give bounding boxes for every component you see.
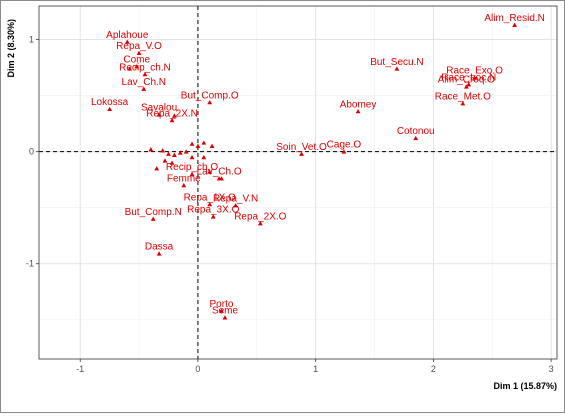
data-point bbox=[169, 160, 175, 165]
data-point bbox=[171, 113, 177, 118]
point-label: Repa_2X.O bbox=[234, 211, 286, 222]
data-point bbox=[207, 201, 213, 207]
point-label: Dassa bbox=[145, 242, 174, 253]
data-point bbox=[181, 182, 187, 188]
data-point bbox=[134, 64, 140, 69]
point-label: Lav_Ch.O bbox=[197, 167, 242, 178]
reference-lines bbox=[39, 6, 557, 359]
data-point bbox=[189, 154, 195, 160]
data-point bbox=[166, 151, 171, 156]
point-label: Alim_Croq.O bbox=[438, 75, 495, 86]
data-point bbox=[124, 39, 130, 44]
data-point bbox=[156, 112, 162, 117]
point-label: Lav_Ch.N bbox=[122, 77, 166, 88]
point-label: Recip_ch.O bbox=[166, 162, 218, 173]
data-point bbox=[189, 141, 195, 146]
grid bbox=[39, 6, 557, 359]
data-point bbox=[154, 166, 160, 171]
point-label: Lokossa bbox=[91, 97, 129, 108]
point-label: Race_Loc.N bbox=[441, 72, 496, 83]
data-point bbox=[222, 315, 228, 320]
point-label: Savalou bbox=[141, 103, 177, 114]
data-point bbox=[150, 216, 156, 221]
data-point bbox=[136, 50, 142, 55]
point-label: Alim_Resid.N bbox=[484, 13, 545, 24]
point-label: Race_Exo.O bbox=[446, 66, 503, 77]
x-tick-label: 0 bbox=[195, 364, 200, 374]
point-label: Race_Met.O bbox=[435, 91, 491, 102]
data-point bbox=[209, 143, 215, 148]
point-label: Seme bbox=[212, 306, 239, 317]
axis-ticks: -1 0 1 2 3 -1 0 1 bbox=[26, 35, 554, 374]
point-label: Recip_ch.N bbox=[119, 62, 171, 73]
plot-panel-border bbox=[38, 5, 558, 360]
data-point bbox=[171, 152, 177, 157]
point-label: Come bbox=[123, 55, 150, 66]
y-axis-label: Dim 2 (8.30%) bbox=[6, 19, 16, 78]
point-label: Repa_3X.O bbox=[187, 205, 239, 216]
data-point bbox=[201, 154, 207, 160]
data-point bbox=[127, 66, 133, 71]
x-tick-label: -1 bbox=[76, 364, 84, 374]
x-tick-label: 1 bbox=[313, 364, 318, 374]
data-point bbox=[156, 251, 162, 256]
data-point bbox=[183, 149, 189, 154]
point-label: Femme bbox=[167, 173, 201, 184]
data-point bbox=[466, 82, 472, 87]
point-label: Aplahoue bbox=[106, 30, 149, 41]
data-point bbox=[201, 140, 207, 145]
data-point bbox=[189, 171, 195, 177]
y-tick-label: 0 bbox=[29, 147, 34, 157]
data-point bbox=[210, 214, 216, 219]
data-point bbox=[148, 147, 154, 152]
data-point bbox=[299, 151, 304, 156]
point-label: Repa_2X.N bbox=[146, 108, 198, 119]
data-point bbox=[233, 203, 239, 208]
data-point bbox=[207, 99, 213, 105]
data-point bbox=[394, 66, 400, 71]
point-label: But_Secu.N bbox=[370, 57, 423, 68]
point-label: But_Comp.O bbox=[181, 90, 239, 101]
data-point bbox=[355, 108, 361, 114]
point-label: Porto bbox=[210, 299, 234, 310]
point-label: Repa_1X.O bbox=[184, 192, 236, 203]
data-point bbox=[141, 86, 147, 91]
point-label: Abomey bbox=[340, 99, 377, 110]
data-point bbox=[413, 135, 419, 141]
data-point bbox=[195, 143, 201, 148]
point-label: But_Comp.N bbox=[125, 207, 182, 218]
data-point bbox=[162, 158, 168, 163]
data-point bbox=[177, 150, 183, 155]
point-label: Cage.O bbox=[327, 140, 362, 151]
data-point bbox=[460, 101, 466, 106]
point-label: Repa_V.O bbox=[116, 41, 162, 52]
y-tick-label: -1 bbox=[26, 259, 34, 269]
x-axis-label: Dim 1 (15.87%) bbox=[493, 381, 557, 391]
data-point bbox=[472, 75, 477, 80]
data-point bbox=[512, 22, 518, 27]
data-point bbox=[219, 308, 224, 313]
data-point bbox=[160, 148, 166, 153]
data-point bbox=[257, 221, 263, 226]
data-point bbox=[207, 169, 213, 174]
data-point bbox=[341, 149, 347, 154]
y-tick-label: 1 bbox=[29, 35, 34, 45]
data-point bbox=[107, 106, 113, 112]
x-tick-label: 2 bbox=[431, 364, 436, 374]
point-label: Cotonou bbox=[397, 126, 435, 137]
data-points bbox=[107, 22, 518, 320]
data-point bbox=[216, 176, 222, 181]
point-label: Soin_Vet.O bbox=[276, 142, 327, 153]
data-point bbox=[169, 117, 175, 123]
x-tick-label: 3 bbox=[549, 364, 554, 374]
data-point bbox=[463, 84, 469, 89]
data-point bbox=[142, 71, 148, 77]
point-label: Repa_V.N bbox=[213, 193, 258, 204]
